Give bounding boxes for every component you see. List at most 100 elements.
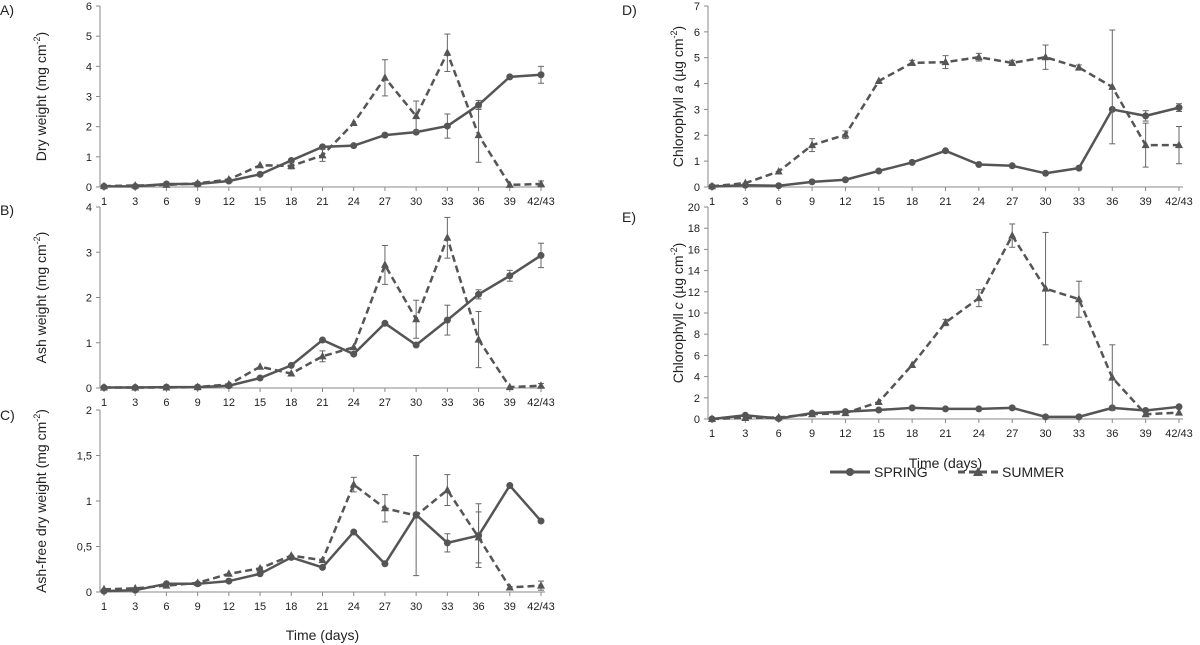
x-tick-label: 30 [1039, 428, 1051, 440]
panel-label: E) [622, 209, 636, 225]
y-tick-label: 20 [688, 202, 700, 214]
data-point [505, 180, 514, 188]
x-tick-label: 30 [410, 196, 422, 208]
data-point [1008, 162, 1016, 170]
data-point [319, 336, 326, 344]
data-point [908, 404, 916, 412]
legend: SPRING SUMMER [830, 464, 1064, 480]
x-tick-label: 3 [132, 397, 138, 409]
x-tick-label: 39 [504, 601, 516, 613]
x-tick-label: 3 [742, 428, 748, 440]
x-tick-label: 15 [254, 397, 266, 409]
x-tick-label: 18 [285, 196, 297, 208]
data-point [131, 383, 140, 391]
data-point [349, 342, 358, 351]
data-point [908, 158, 916, 166]
data-point [875, 406, 883, 414]
y-tick-label: 6 [86, 1, 92, 13]
data-point [474, 130, 483, 139]
data-point [1008, 58, 1017, 66]
y-tick-label: 0 [694, 414, 700, 426]
data-point [319, 143, 326, 151]
data-point [875, 167, 883, 175]
panel-c: C)00,511,521 3 6 9 12 15 18 21 24 27 30 33 36 39 42/43… [0, 405, 555, 643]
data-point [381, 319, 389, 327]
y-tick-label: 1 [694, 156, 700, 168]
y-tick-label: 2 [86, 293, 92, 305]
data-point [1075, 413, 1083, 421]
data-point [841, 176, 849, 184]
data-point [443, 316, 451, 324]
data-point [349, 118, 358, 127]
x-tick-label: 39 [1140, 428, 1152, 440]
x-tick-label: 6 [163, 397, 169, 409]
data-point [537, 251, 545, 259]
series-line [103, 484, 542, 593]
x-tick-label: 9 [809, 428, 815, 440]
x-tick-label: 24 [973, 196, 985, 208]
y-tick-label: 0,5 [77, 542, 92, 554]
x-tick-label: 33 [1073, 196, 1085, 208]
data-point [162, 581, 171, 589]
x-tick-label: 24 [973, 428, 985, 440]
x-tick-label: 33 [441, 397, 453, 409]
y-tick-label: 8 [694, 329, 700, 341]
y-tick-label: 1 [86, 152, 92, 164]
data-point [224, 379, 233, 388]
x-tick-label: 1 [709, 196, 715, 208]
y-tick-label: 0 [694, 182, 700, 194]
y-axis-label: Dry weight (mg cm-2) [32, 32, 49, 161]
x-tick-label: 12 [223, 196, 235, 208]
data-point [318, 555, 327, 564]
legend-item-summer: SUMMER [958, 464, 1064, 480]
x-tick-label: 39 [504, 397, 516, 409]
x-tick-label: 9 [809, 196, 815, 208]
data-point [1175, 403, 1183, 411]
y-tick-label: 16 [688, 244, 700, 256]
data-point [975, 161, 983, 169]
data-point [287, 361, 295, 369]
data-point [974, 293, 983, 302]
x-tick-label: 18 [285, 397, 297, 409]
data-point [974, 52, 983, 61]
y-tick-label: 3 [86, 92, 92, 104]
legend-label-spring: SPRING [874, 464, 928, 480]
data-point [412, 341, 420, 349]
x-tick-label: 30 [1039, 196, 1051, 208]
panel-label: C) [0, 407, 15, 423]
series-line [104, 236, 542, 389]
data-point [349, 480, 358, 488]
data-point [537, 179, 545, 187]
data-point [287, 161, 296, 169]
series-spring [100, 65, 545, 190]
x-tick-label: 30 [410, 601, 422, 613]
data-point [474, 335, 483, 343]
x-tick-label: 6 [163, 601, 169, 613]
data-point [350, 350, 358, 358]
y-tick-label: 6 [694, 350, 700, 362]
y-tick-label: 4 [86, 202, 92, 214]
data-point [350, 142, 358, 150]
data-point [380, 503, 389, 512]
y-tick-label: 3 [86, 247, 92, 259]
data-point [412, 128, 420, 136]
series-spring [100, 242, 545, 392]
y-tick-label: 4 [694, 372, 700, 384]
data-point [443, 122, 451, 130]
data-point [537, 381, 545, 389]
data-point [287, 369, 296, 377]
data-point [708, 181, 716, 190]
x-tick-label: 3 [742, 196, 748, 208]
data-point [505, 382, 514, 391]
data-point [318, 351, 327, 360]
data-point [1075, 164, 1083, 172]
x-tick-label: 36 [472, 601, 484, 613]
data-point [1108, 82, 1117, 90]
series-summer [100, 216, 545, 391]
data-point [131, 583, 140, 592]
y-tick-label: 2 [86, 405, 92, 417]
data-point [1175, 408, 1183, 416]
data-point [162, 180, 171, 188]
data-point [162, 383, 171, 391]
legend-marker-summer [973, 467, 983, 476]
